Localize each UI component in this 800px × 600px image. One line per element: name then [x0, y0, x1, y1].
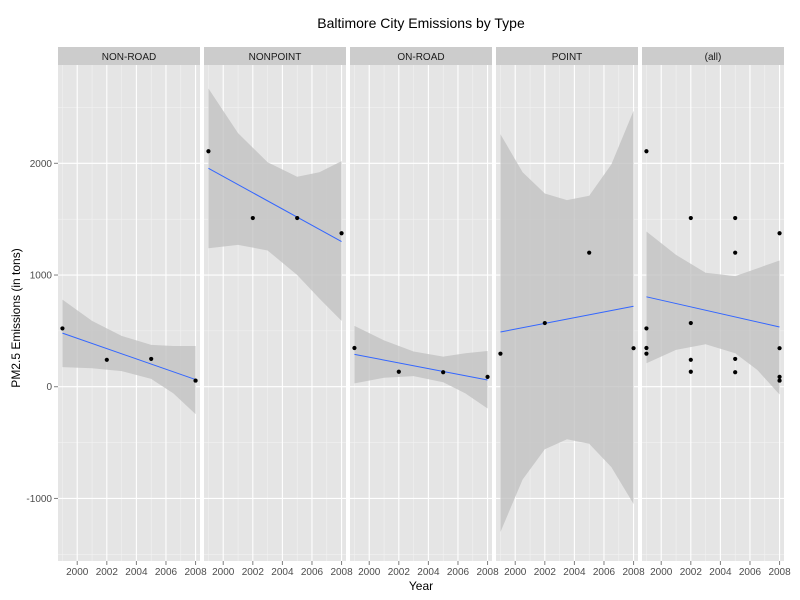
y-tick-label: -1000 — [26, 494, 52, 505]
facet-strip-label: (all) — [705, 52, 722, 63]
data-point — [60, 326, 65, 331]
x-tick-label: 2006 — [155, 567, 178, 578]
x-tick-label: 2004 — [125, 567, 148, 578]
data-point — [777, 231, 782, 236]
facet-strip — [204, 47, 346, 65]
x-tick-label: 2008 — [622, 567, 645, 578]
y-tick-label: 2000 — [30, 159, 53, 170]
x-tick-label: 2000 — [212, 567, 235, 578]
regression-line — [62, 332, 196, 381]
data-point — [644, 149, 649, 154]
data-point — [688, 215, 693, 221]
data-point — [206, 149, 211, 154]
x-tick-label: 2000 — [358, 567, 381, 578]
data-point — [644, 326, 649, 331]
x-tick-label: 2004 — [563, 567, 586, 578]
facet-strip-label: POINT — [552, 52, 583, 63]
x-tick-label: 2008 — [476, 567, 499, 578]
y-axis: -1000 0 1000 2000 — [26, 159, 58, 505]
facet-panel-0: NON-ROAD 2000 2002 2004 2006 2008 — [58, 47, 207, 578]
data-point — [688, 320, 693, 326]
facet-panel-3: POINT 2000 2002 2004 2006 2008 — [496, 47, 645, 578]
x-tick-label: 2002 — [242, 567, 265, 578]
data-point — [149, 356, 154, 362]
data-point — [733, 215, 738, 221]
panel-background — [58, 65, 200, 561]
facet-strip — [496, 47, 638, 65]
x-tick-label: 2000 — [66, 567, 89, 578]
regression-line — [646, 296, 780, 328]
data-point — [777, 346, 782, 351]
data-point — [644, 345, 649, 351]
data-point — [587, 250, 592, 255]
facet-panels: NON-ROAD 2000 2002 2004 2006 2008 NONPOINT 2000… — [58, 47, 791, 578]
facet-panel-1: NONPOINT 2000 2002 2004 2006 2008 — [204, 47, 353, 578]
regression-line — [208, 167, 342, 242]
data-point — [441, 370, 446, 375]
panel-content — [60, 299, 198, 415]
x-tick-label: 2006 — [447, 567, 470, 578]
y-axis-title: PM2.5 Emissions (in tons) — [9, 248, 23, 387]
confidence-band — [646, 231, 780, 395]
panel-content — [352, 325, 490, 409]
facet-panel-4: (all) 2000 2002 2004 2006 2008 — [642, 47, 791, 578]
y-tick-label: 0 — [46, 382, 52, 393]
data-point — [733, 370, 738, 375]
panel-content — [498, 110, 636, 532]
regression-line — [500, 305, 634, 333]
facet-strip-label: NON-ROAD — [102, 52, 156, 63]
data-point — [733, 356, 738, 362]
panel-content — [644, 149, 782, 395]
data-point — [104, 357, 109, 362]
x-tick-label: 2006 — [739, 567, 762, 578]
data-point — [295, 215, 300, 221]
x-tick-label: 2000 — [504, 567, 527, 578]
x-tick-label: 2002 — [96, 567, 119, 578]
x-tick-label: 2004 — [417, 567, 440, 578]
x-tick-label: 2008 — [330, 567, 353, 578]
data-point — [644, 351, 649, 356]
panel-background — [350, 65, 492, 561]
x-tick-label: 2002 — [388, 567, 411, 578]
data-point — [485, 374, 490, 379]
data-point — [688, 357, 693, 362]
data-point — [733, 250, 738, 255]
x-tick-label: 2004 — [271, 567, 294, 578]
x-tick-label: 2008 — [184, 567, 207, 578]
data-point — [339, 231, 344, 236]
confidence-band — [500, 110, 634, 532]
facet-strip-label: NONPOINT — [249, 52, 302, 63]
facet-strip-label: ON-ROAD — [397, 52, 444, 63]
x-tick-label: 2002 — [680, 567, 703, 578]
data-point — [193, 378, 198, 383]
facet-strip — [350, 47, 492, 65]
data-point — [688, 369, 693, 374]
regression-line — [354, 353, 488, 381]
data-point — [498, 351, 503, 356]
panel-content — [206, 88, 344, 321]
data-point — [631, 346, 636, 351]
x-tick-label: 2002 — [534, 567, 557, 578]
x-tick-label: 2006 — [301, 567, 324, 578]
data-point — [396, 369, 401, 374]
x-tick-label: 2006 — [593, 567, 616, 578]
data-point — [777, 378, 782, 383]
x-axis-title: Year — [409, 579, 433, 593]
facet-strip — [58, 47, 200, 65]
data-point — [250, 215, 255, 221]
x-tick-label: 2000 — [650, 567, 673, 578]
data-point — [352, 345, 357, 351]
data-point — [777, 374, 782, 379]
chart-title: Baltimore City Emissions by Type — [317, 15, 525, 31]
x-tick-label: 2008 — [768, 567, 791, 578]
facet-panel-2: ON-ROAD 2000 2002 2004 2006 2008 — [350, 47, 499, 578]
y-tick-label: 1000 — [30, 271, 53, 282]
facet-strip — [642, 47, 784, 65]
data-point — [542, 320, 547, 326]
x-tick-label: 2004 — [709, 567, 732, 578]
